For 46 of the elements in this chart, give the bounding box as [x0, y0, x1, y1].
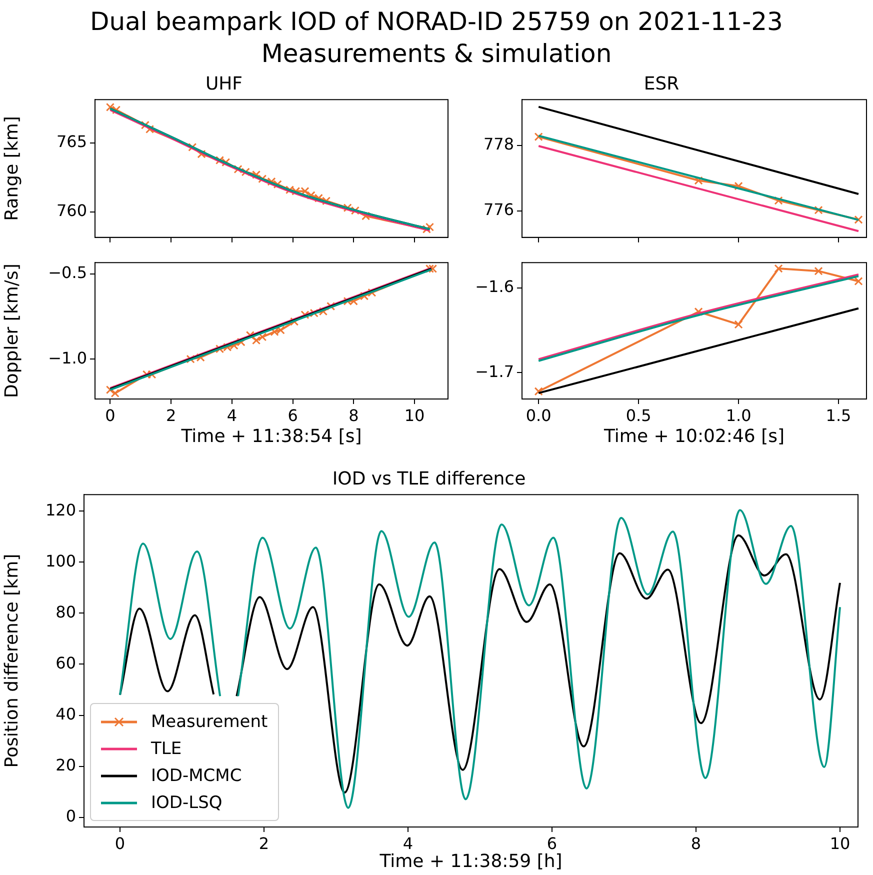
x-tick-label: 0.0: [526, 406, 552, 425]
y-tick-label: 120: [45, 500, 76, 520]
y-tick-label: 778: [483, 134, 514, 154]
x-tick-label: 0: [105, 406, 116, 425]
y-tick-label: 776: [483, 200, 514, 220]
y-tick-label: 100: [45, 551, 76, 570]
y-axis-title: Range [km]: [1, 116, 22, 221]
legend-label: IOD-MCMC: [151, 766, 242, 786]
chart-title: ESR: [644, 73, 680, 94]
x-tick-label: 10: [830, 834, 850, 853]
y-axis-title: Position difference [km]: [1, 554, 22, 768]
x-tick-label: 8: [690, 834, 702, 853]
x-tick-label: 2: [166, 406, 176, 425]
y-tick-label: −1.6: [475, 277, 514, 296]
y-tick-label: 0: [66, 806, 76, 826]
x-axis-title: Time + 10:02:46 [s]: [602, 426, 785, 447]
y-tick-label: 40: [56, 704, 76, 724]
y-tick-label: −1.0: [48, 348, 87, 368]
chart-title: IOD vs TLE difference: [332, 468, 526, 490]
y-tick-label: 765: [56, 132, 87, 152]
x-tick-label: 6: [288, 406, 298, 425]
x-tick-label: 0: [114, 834, 126, 853]
x-tick-label: 4: [226, 406, 238, 425]
x-tick-label: 10: [404, 406, 425, 425]
x-tick-label: 6: [546, 834, 558, 853]
text: Dual beampark IOD of NORAD-ID 25759 on 2021-11-23: [89, 6, 784, 38]
x-tick-label: 4: [402, 834, 414, 853]
text: Measurements & simulation: [260, 38, 613, 70]
legend-label: Measurement: [151, 712, 268, 732]
x-tick-label: 1.0: [726, 406, 752, 425]
x-axis-title: Time + 11:38:59 [h]: [378, 850, 562, 872]
legend-label: IOD-LSQ: [151, 792, 222, 812]
x-tick-label: 8: [348, 406, 359, 425]
legend-label: TLE: [151, 738, 182, 758]
y-axis-title: Doppler [km/s]: [1, 264, 22, 398]
x-axis-title: Time + 11:38:54 [s]: [180, 426, 362, 447]
y-tick-label: −1.7: [475, 362, 514, 381]
y-tick-label: 20: [56, 755, 76, 774]
chart-title: UHF: [205, 73, 243, 94]
y-tick-label: 60: [56, 653, 76, 672]
y-tick-label: 760: [56, 201, 87, 220]
y-tick-label: 80: [56, 602, 76, 622]
x-tick-label: 1.5: [826, 406, 852, 425]
x-tick-label: 2: [258, 834, 270, 853]
x-tick-label: 0.5: [626, 406, 652, 425]
y-tick-label: −0.5: [48, 263, 87, 282]
